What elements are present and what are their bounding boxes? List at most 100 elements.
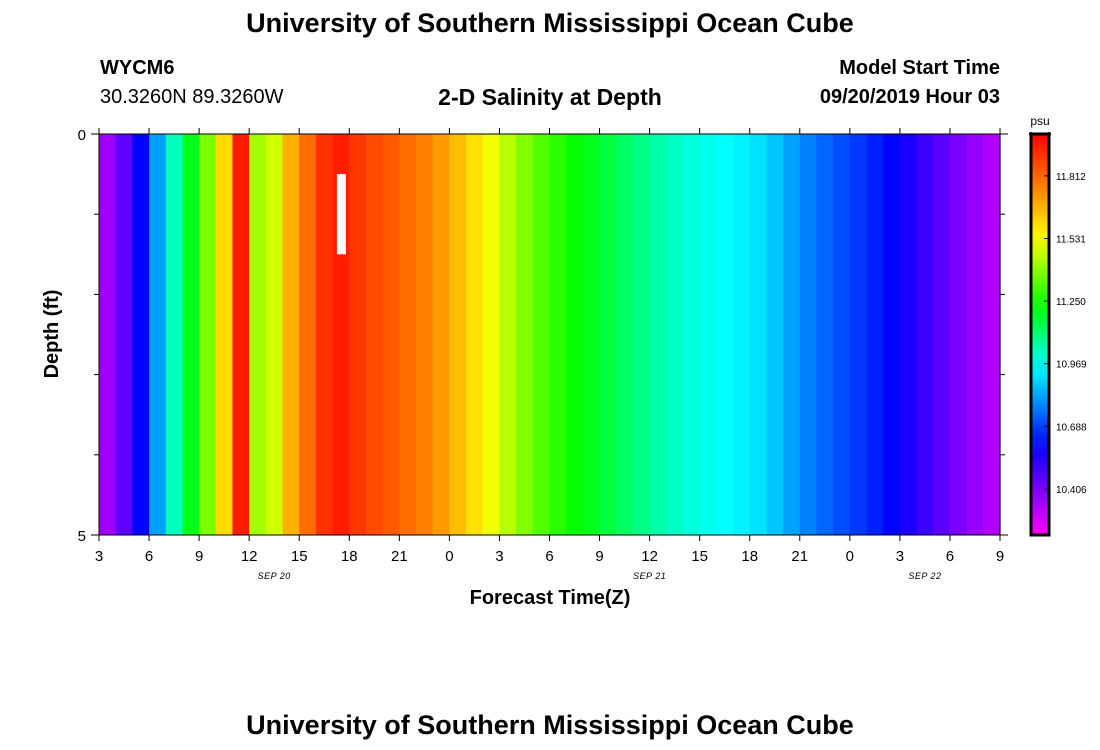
heatmap-cell (466, 134, 484, 535)
heatmap-cell (933, 134, 951, 535)
x-tick-label: 12 (241, 548, 258, 565)
heatmap-cell (749, 134, 768, 535)
colorbar-unit: psu (1030, 114, 1049, 128)
colorbar: psu 10.406 10.688 10.969 11.250 11.531 11.812 (1029, 114, 1087, 537)
heatmap-cell (849, 134, 868, 535)
heatmap-cell (282, 134, 300, 535)
x-tick-label: 6 (145, 548, 153, 565)
footer-title: University of Southern Mississippi Ocean… (246, 710, 854, 740)
heatmap-cell (199, 134, 217, 535)
date-label: SEP 20 (258, 571, 291, 581)
heatmap-cell (432, 134, 450, 535)
heatmap-cell (866, 134, 884, 535)
x-tick-label: 18 (741, 548, 758, 565)
x-tick-label: 6 (545, 548, 553, 565)
heatmap-cell (416, 134, 434, 535)
heatmap-cell (315, 134, 334, 535)
x-tick-label: 9 (195, 548, 203, 565)
heatmap-cell (532, 134, 551, 535)
heatmap-cell (966, 134, 984, 535)
station-coords: 30.3260N 89.3260W (100, 86, 284, 108)
heatmap-cell (232, 134, 250, 535)
heatmap-cell (699, 134, 717, 535)
heatmap-cell (766, 134, 784, 535)
page-title: University of Southern Mississippi Ocean… (246, 8, 854, 38)
colorbar-tick-label: 11.250 (1056, 297, 1086, 308)
heatmap-cell (649, 134, 667, 535)
colorbar-tick-label: 10.688 (1056, 422, 1087, 433)
x-tick-label: 6 (946, 548, 954, 565)
model-start-value: 09/20/2019 Hour 03 (819, 86, 1000, 108)
model-start-label: Model Start Time (839, 57, 1000, 79)
heatmap-cell (616, 134, 634, 535)
x-tick-label: 15 (291, 548, 308, 565)
heatmap-cell (115, 134, 133, 535)
heatmap-cell (132, 134, 150, 535)
colorbar-corner-dot (1047, 132, 1051, 136)
heatmap-cell (716, 134, 734, 535)
colorbar-gradient (1031, 134, 1049, 535)
heatmap-cell (149, 134, 167, 535)
date-label: SEP 22 (908, 571, 941, 581)
x-tick-label: 3 (95, 548, 103, 565)
colorbar-tick-label: 11.812 (1056, 172, 1086, 183)
y-tick-label: 5 (78, 528, 86, 545)
heatmap-cell (99, 134, 117, 535)
heatmap-cell (666, 134, 684, 535)
heatmap-cell (566, 134, 584, 535)
heatmap-cell (599, 134, 617, 535)
heatmap-cell (182, 134, 200, 535)
x-tick-label: 3 (896, 548, 904, 565)
colorbar-tick-label: 10.406 (1056, 485, 1087, 496)
heatmap-cell (916, 134, 934, 535)
plot-title: 2-D Salinity at Depth (438, 84, 662, 110)
heatmap-cell (949, 134, 968, 535)
axis-ticks: 3 6 9 12 15 18 21 0 3 6 9 12 15 18 21 0 3 6 9 SEP 20 SEP 21 S… (78, 127, 1008, 581)
heatmap-cell (883, 134, 901, 535)
x-tick-label: 21 (391, 548, 408, 565)
heatmap-cell (382, 134, 400, 535)
colorbar-tick-label: 11.531 (1056, 234, 1086, 245)
colorbar-corner-dot (1029, 132, 1033, 136)
heatmap-cell (482, 134, 501, 535)
date-label: SEP 21 (633, 571, 666, 581)
station-id: WYCM6 (100, 57, 175, 79)
x-tick-label: 18 (341, 548, 358, 565)
heatmap-cell (299, 134, 317, 535)
x-tick-label: 0 (445, 548, 453, 565)
heatmap-cell (983, 134, 1001, 535)
heatmap-cell (449, 134, 467, 535)
heatmap-cell (899, 134, 918, 535)
heatmap-cell (349, 134, 367, 535)
heatmap-cell (399, 134, 417, 535)
heatmap-cell (549, 134, 567, 535)
x-axis-label: Forecast Time(Z) (470, 587, 631, 609)
heatmap-cell (682, 134, 701, 535)
colorbar-tick-label: 10.969 (1056, 360, 1087, 371)
heatmap-cells (99, 134, 1001, 535)
x-tick-label: 9 (595, 548, 603, 565)
heatmap-cell (733, 134, 751, 535)
heatmap-cell (582, 134, 601, 535)
y-tick-label: 0 (78, 127, 86, 144)
annotation-bar (336, 174, 346, 255)
y-axis-label: Depth (ft) (41, 290, 63, 379)
x-tick-label: 21 (791, 548, 808, 565)
heatmap-cell (783, 134, 801, 535)
x-tick-label: 9 (996, 548, 1004, 565)
x-tick-label: 0 (846, 548, 854, 565)
heatmap-cell (365, 134, 384, 535)
heatmap-cell (816, 134, 834, 535)
heatmap-cell (165, 134, 184, 535)
heatmap-cell (265, 134, 284, 535)
x-tick-label: 15 (691, 548, 708, 565)
x-tick-label: 3 (495, 548, 503, 565)
heatmap-cell (499, 134, 517, 535)
heatmap-cell (799, 134, 818, 535)
heatmap-cell (215, 134, 234, 535)
x-tick-label: 12 (641, 548, 658, 565)
heatmap-cell (249, 134, 267, 535)
colorbar-frame (1029, 132, 1051, 537)
heatmap-cell (833, 134, 851, 535)
